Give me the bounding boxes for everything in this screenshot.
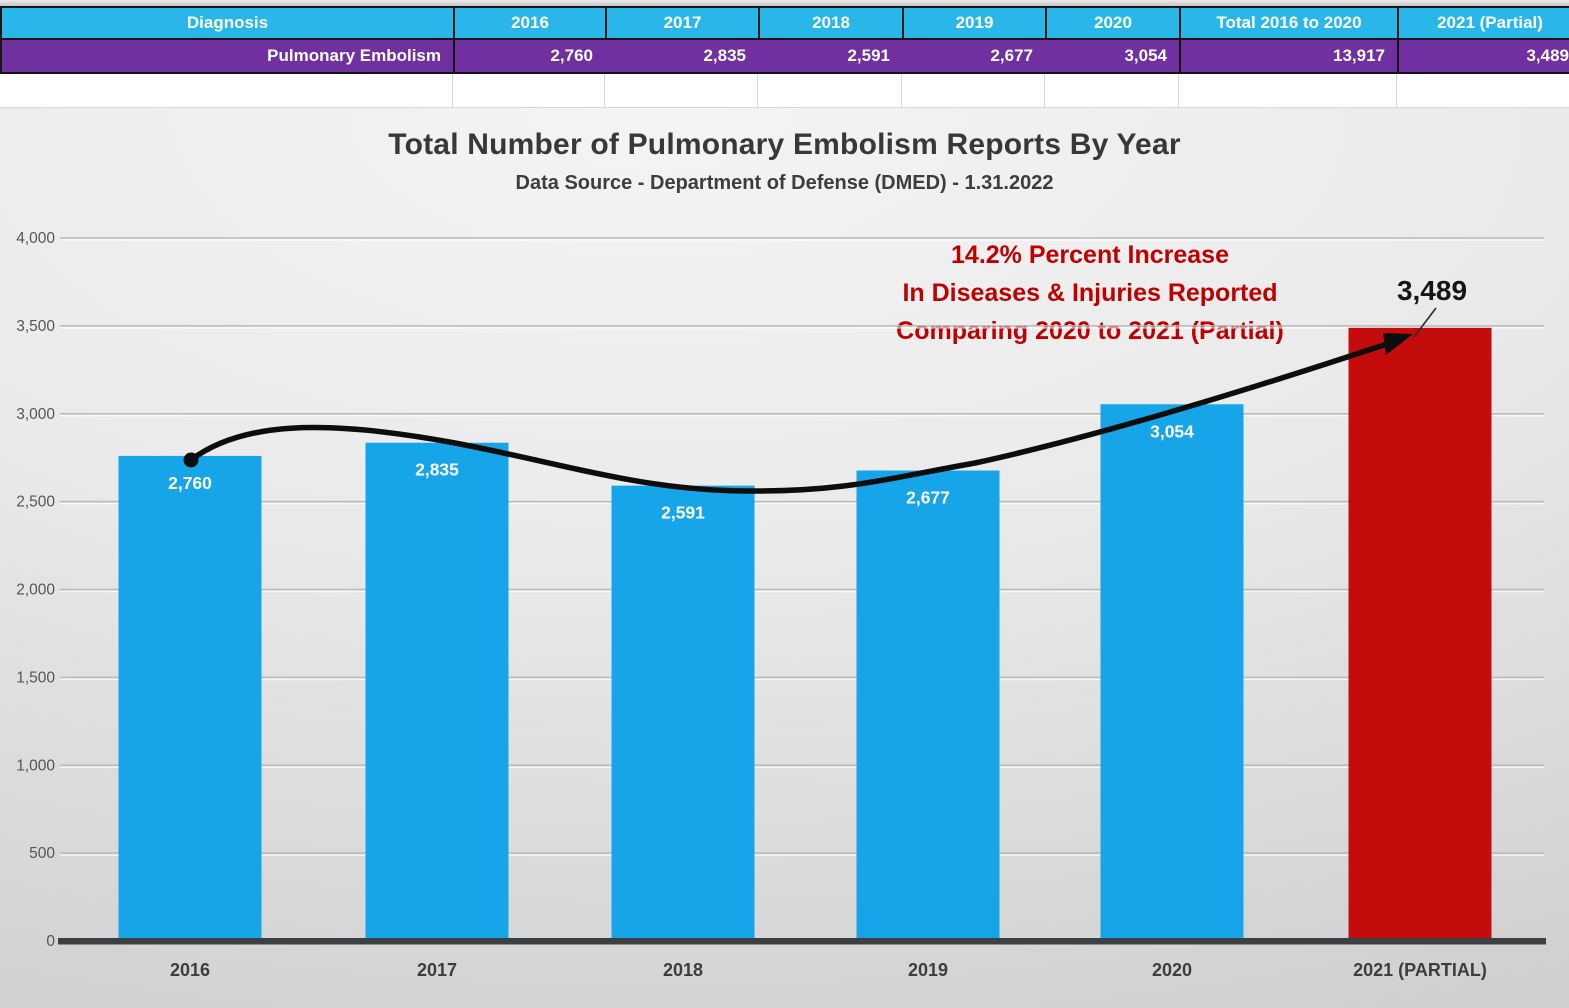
y-tick-label-500: 500 [29,845,55,862]
bar-value-label-2020: 3,054 [1150,421,1194,441]
bar-2019 [856,470,1000,941]
x-tick-label-2019: 2019 [908,960,948,980]
cell-2016[interactable]: 2,760 [453,40,605,74]
chart-title: Total Number of Pulmonary Embolism Repor… [388,128,1181,161]
y-tick-label-3500: 3,500 [16,318,55,335]
cell-diagnosis[interactable]: Pulmonary Embolism [0,40,453,74]
gridlines: 0 500 1,000 1,500 2,000 2,500 3,000 3,500 4,000 [16,230,1544,950]
trend-arrow [183,307,1437,494]
data-table: Diagnosis 2016 2017 2018 2019 2020 Total… [0,0,1569,108]
annotation-line-2: In Diseases & Injuries Reported [902,279,1278,307]
cell-2020[interactable]: 3,054 [1045,40,1179,74]
bar-2018 [611,485,755,941]
bar-value-label-2019: 2,677 [906,488,950,508]
y-tick-label-2500: 2,500 [16,494,55,511]
y-tick-label-3000: 3,000 [16,406,55,423]
cell-2019[interactable]: 2,677 [902,40,1045,74]
table-header-diagnosis[interactable]: Diagnosis [0,6,453,40]
bar-value-label-2016: 2,760 [168,473,212,493]
empty-cell[interactable] [1179,74,1397,108]
table-header-2017[interactable]: 2017 [605,6,758,40]
table-header-total[interactable]: Total 2016 to 2020 [1179,6,1397,40]
empty-cell[interactable] [605,74,758,108]
empty-cell[interactable] [1397,74,1569,108]
bar-2021 (PARTIAL) [1348,327,1492,941]
bars: 2,760 2016 2,835 2017 2,591 2018 2,677 2019 3,05… [118,275,1492,980]
bar-2016 [118,455,262,941]
empty-cell[interactable] [1045,74,1179,108]
cell-2021-partial[interactable]: 3,489 [1397,40,1569,74]
empty-cell[interactable] [902,74,1045,108]
empty-cell[interactable] [0,74,453,108]
annotation-line-3: Comparing 2020 to 2021 (Partial) [896,317,1284,345]
empty-row [0,74,1569,108]
empty-cell[interactable] [453,74,605,108]
table-header-2021-partial[interactable]: 2021 (Partial) [1397,6,1569,40]
trend-curve [188,341,1390,494]
y-tick-label-4000: 4,000 [16,230,55,247]
bar-chart: Total Number of Pulmonary Embolism Repor… [0,108,1569,1008]
empty-cell[interactable] [758,74,902,108]
bar-2017 [365,442,509,941]
cell-total[interactable]: 13,917 [1179,40,1397,74]
trend-arrowhead-icon [1383,333,1413,355]
table-header-2020[interactable]: 2020 [1045,6,1179,40]
x-axis-line [58,938,1546,945]
chart-subtitle: Data Source - Department of Defense (DME… [515,172,1054,194]
cell-2018[interactable]: 2,591 [758,40,902,74]
table-header-row: Diagnosis 2016 2017 2018 2019 2020 Total… [0,6,1569,40]
label-leader-line [1413,307,1437,338]
x-tick-label-2017: 2017 [417,960,457,980]
table-header-2018[interactable]: 2018 [758,6,902,40]
chart-canvas: 05001,0001,5002,0002,5003,0003,5004,000 … [16,230,1546,980]
y-tick-label-2000: 2,000 [16,582,55,599]
x-tick-label-2016: 2016 [170,960,210,980]
bar-value-label-2017: 2,835 [415,460,459,480]
y-tick-label-1500: 1,500 [16,669,55,686]
axes [58,938,1546,945]
cell-2017[interactable]: 2,835 [605,40,758,74]
x-tick-label-2018: 2018 [663,960,703,980]
x-tick-label-2020: 2020 [1152,960,1192,980]
y-tick-label-0: 0 [46,933,55,950]
annotation-line-1: 14.2% Percent Increase [951,241,1229,269]
table-header-2016[interactable]: 2016 [453,6,605,40]
table-row: Pulmonary Embolism 2,760 2,835 2,591 2,6… [0,40,1569,74]
y-tick-label-1000: 1,000 [16,757,55,774]
table-header-2019[interactable]: 2019 [902,6,1045,40]
bar-value-label-2018: 2,591 [661,503,705,523]
x-tick-label-2021 (PARTIAL): 2021 (PARTIAL) [1353,960,1487,980]
bar-2020 [1100,404,1244,941]
bar-value-label-2021 (PARTIAL): 3,489 [1397,275,1467,306]
sheet-top-edge [0,0,1569,6]
increase-annotation: 14.2% Percent Increase In Diseases & Inj… [800,236,1380,350]
